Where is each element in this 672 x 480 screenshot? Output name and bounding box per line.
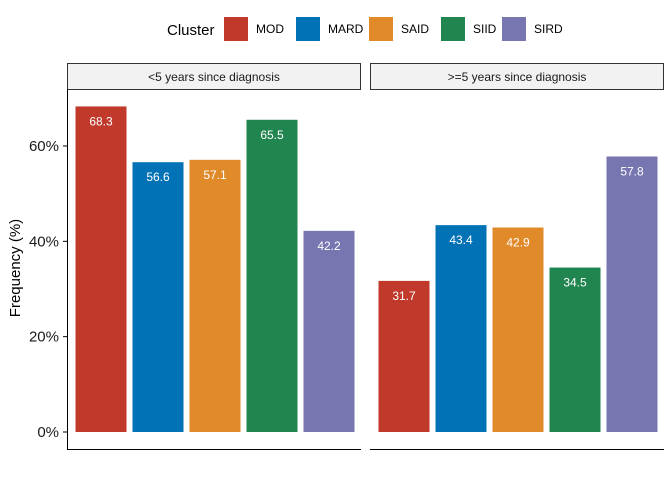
y-tick-label: 20% — [29, 329, 59, 346]
y-axis-title: Frequency (%) — [7, 219, 24, 317]
facet-strip — [370, 63, 664, 90]
facet-panel-1: <5 years since diagnosis 68.3 56.6 57.1 65.5… — [67, 63, 361, 450]
legend-key-mod — [224, 17, 248, 41]
bar-mard — [132, 162, 184, 432]
facet-strip-label: >=5 years since diagnosis — [448, 70, 587, 84]
legend-label-said: SAID — [401, 22, 429, 36]
data-label-mod: 68.3 — [89, 114, 113, 128]
bar-mod — [378, 280, 430, 432]
bar-siid — [246, 119, 298, 433]
facet-strip — [67, 63, 361, 90]
legend-key-mard — [296, 17, 320, 41]
y-tick-label: 40% — [29, 233, 59, 250]
data-label-said: 57.1 — [203, 168, 227, 182]
legend-key-siid — [441, 17, 465, 41]
bar-mod — [75, 106, 127, 432]
data-label-siid: 34.5 — [563, 276, 587, 290]
legend-label-sird: SIRD — [534, 22, 563, 36]
bar-mard — [435, 225, 487, 432]
data-label-sird: 57.8 — [620, 164, 644, 178]
panels: <5 years since diagnosis 68.3 56.6 57.1 65.5… — [67, 63, 664, 450]
legend-label-siid: SIID — [473, 22, 497, 36]
legend-key-sird — [502, 17, 526, 41]
data-label-siid: 65.5 — [260, 128, 284, 142]
bar-siid — [549, 267, 601, 432]
facet-panel-2: >=5 years since diagnosis 31.7 43.4 42.9 34.… — [370, 63, 664, 450]
legend-key-said — [369, 17, 393, 41]
y-tick-label: 60% — [29, 138, 59, 155]
y-axis: 0% 20% 40% 60% — [29, 89, 68, 450]
data-label-mard: 56.6 — [146, 170, 170, 184]
legend-label-mod: MOD — [256, 22, 284, 36]
data-label-mard: 43.4 — [449, 233, 473, 247]
legend-title: Cluster — [167, 22, 215, 39]
bar-sird — [303, 230, 355, 432]
legend-label-mard: MARD — [328, 22, 364, 36]
data-label-mod: 31.7 — [392, 289, 416, 303]
bar-said — [492, 227, 544, 432]
bar-said — [189, 159, 241, 432]
data-label-sird: 42.2 — [317, 239, 341, 253]
bar-sird — [606, 156, 658, 432]
facet-strip-label: <5 years since diagnosis — [148, 70, 280, 84]
y-tick-label: 0% — [37, 424, 59, 441]
legend: Cluster MOD MARD SAID SIID SIRD — [167, 17, 563, 41]
data-label-said: 42.9 — [506, 236, 530, 250]
